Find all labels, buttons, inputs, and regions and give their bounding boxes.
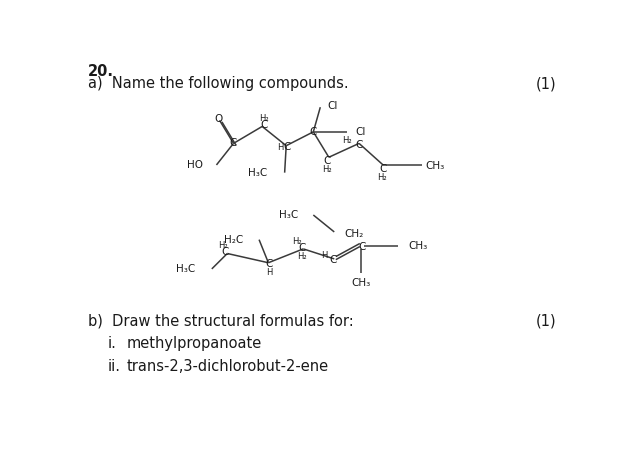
Text: H₂: H₂ bbox=[259, 114, 269, 123]
Text: C: C bbox=[359, 242, 366, 251]
Text: HO: HO bbox=[187, 160, 203, 170]
Text: CH₃: CH₃ bbox=[426, 161, 445, 171]
Text: CH₃: CH₃ bbox=[352, 278, 371, 288]
Text: C: C bbox=[260, 120, 268, 130]
Text: C: C bbox=[266, 259, 273, 269]
Text: (1): (1) bbox=[535, 76, 556, 91]
Text: C: C bbox=[221, 247, 229, 257]
Text: H₂: H₂ bbox=[297, 252, 306, 261]
Text: C: C bbox=[379, 164, 387, 174]
Text: H₃C: H₃C bbox=[176, 264, 195, 274]
Text: CH₃: CH₃ bbox=[409, 241, 428, 251]
Text: C: C bbox=[329, 255, 337, 265]
Text: b)  Draw the structural formulas for:: b) Draw the structural formulas for: bbox=[88, 314, 354, 329]
Text: H₂C: H₂C bbox=[224, 234, 244, 244]
Text: (1): (1) bbox=[535, 314, 556, 329]
Text: C: C bbox=[310, 127, 317, 137]
Text: H₂: H₂ bbox=[292, 237, 302, 246]
Text: C: C bbox=[230, 138, 237, 149]
Text: C: C bbox=[355, 140, 363, 150]
Text: C: C bbox=[323, 156, 331, 166]
Text: Cl: Cl bbox=[355, 127, 365, 137]
Text: O: O bbox=[214, 114, 222, 124]
Text: 20.: 20. bbox=[88, 64, 114, 79]
Text: i.: i. bbox=[108, 336, 117, 351]
Text: ii.: ii. bbox=[108, 359, 121, 374]
Text: C: C bbox=[298, 243, 305, 253]
Text: H₂: H₂ bbox=[322, 165, 332, 174]
Text: methylpropanoate: methylpropanoate bbox=[127, 336, 262, 351]
Text: H₃C: H₃C bbox=[248, 168, 268, 178]
Text: H₂: H₂ bbox=[377, 173, 386, 182]
Text: H₃C: H₃C bbox=[279, 210, 298, 220]
Text: CH₂: CH₂ bbox=[344, 229, 364, 239]
Text: H₂: H₂ bbox=[342, 136, 351, 145]
Text: Cl: Cl bbox=[327, 101, 338, 111]
Text: H: H bbox=[321, 250, 327, 260]
Text: H: H bbox=[266, 268, 273, 277]
Text: H: H bbox=[277, 143, 283, 152]
Text: C: C bbox=[283, 142, 291, 152]
Text: H₂: H₂ bbox=[218, 241, 227, 250]
Text: trans-2,3-dichlorobut-2-ene: trans-2,3-dichlorobut-2-ene bbox=[127, 359, 328, 374]
Text: a)  Name the following compounds.: a) Name the following compounds. bbox=[88, 76, 349, 91]
